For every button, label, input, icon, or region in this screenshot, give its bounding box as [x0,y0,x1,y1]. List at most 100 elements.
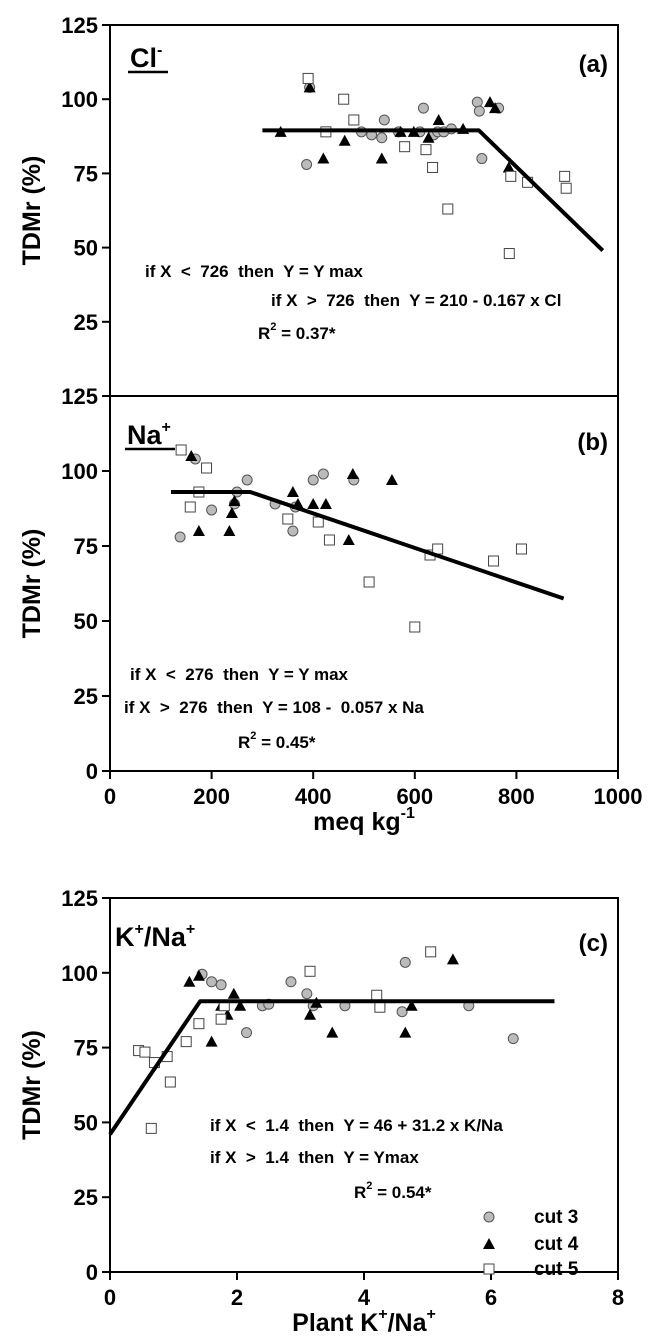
y-tick-label: 25 [74,310,98,335]
data-point-cut5 [505,170,517,182]
x-tick-label: 4 [358,1285,371,1310]
data-point-cut3 [378,114,390,126]
y-tick-label: 50 [74,609,98,634]
fit-line [262,128,605,253]
data-point-cut5 [371,989,383,1001]
data-point-cut5 [425,946,437,958]
data-point-cut5 [515,543,527,555]
legend: cut 3 cut 4 cut 5 [483,1207,579,1280]
data-point-cut4 [192,969,205,981]
data-point-cut5 [503,248,515,260]
data-point-cut3 [473,105,485,117]
r-squared: R2 = 0.37* [258,321,336,343]
legend-label: cut 5 [534,1259,579,1280]
data-point-cut3 [301,988,313,1000]
data-point-cut5 [312,516,324,528]
data-point-cut4 [342,534,355,545]
panel-letter: (c) [579,930,608,957]
fit-line [108,999,555,1136]
plot-frame [109,24,619,397]
r-squared: R2 = 0.54* [354,1180,432,1202]
data-point-cut5 [304,965,316,977]
data-point-cut5 [488,555,500,567]
equation-line: if X > 276 then Y = 108 - 0.057 x Na [124,698,424,717]
x-tick-label: 0 [104,1285,116,1310]
x-tick-label: 1000 [594,784,643,809]
series-cut5 [302,72,572,260]
data-point-cut4 [326,1026,339,1038]
data-point-cut3 [241,1027,253,1039]
x-axis-label: Plant K+/Na+ [292,1306,436,1336]
data-point-cut4 [303,81,316,93]
data-point-cut4 [502,161,515,173]
data-point-cut4 [185,450,198,461]
x-tick-label: 400 [295,784,332,809]
data-point-cut4 [483,96,496,108]
data-point-cut5 [420,144,432,156]
x-axis-label: meq kg-1 [313,805,415,836]
fit-line [170,490,565,601]
series-cut5 [133,946,437,1134]
data-point-cut4 [192,525,205,536]
data-point-cut4 [319,498,332,509]
data-point-cut4 [422,131,435,143]
data-point-cut5 [323,534,335,546]
data-point-cut5 [201,462,213,474]
data-point-cut3 [471,96,483,108]
y-tick-label: 0 [86,1260,98,1285]
panel-letter: (a) [579,51,608,78]
y-tick-label: 75 [74,1036,98,1061]
y-tick-label: 25 [74,1185,98,1210]
data-point-cut4 [205,1035,218,1047]
y-tick-label: 125 [61,886,98,911]
y-tick-label: 0 [86,759,98,784]
equation-line: if X < 276 then Y = Y max [130,665,349,684]
data-point-cut3 [206,976,218,988]
data-point-cut5 [338,93,350,105]
data-point-cut3 [307,474,319,486]
data-point-cut3 [287,525,299,537]
data-point-cut5 [282,513,294,525]
data-point-cut4 [338,134,351,146]
data-point-cut4 [228,495,241,506]
data-point-cut5 [215,1013,227,1025]
panel-a: 125 100 75 50 25 TDMr (%) Cl- (a) if X < 726 the… [18,13,619,397]
equation-line: if X > 726 then Y = 210 - 0.167 x Cl [271,291,561,310]
data-point-cut4 [304,1008,317,1020]
equation-line: if X < 726 then Y = Y max [145,262,364,281]
data-point-cut5 [409,621,421,633]
ion-label: K+/Na+ [115,921,195,952]
data-point-cut5 [193,1018,205,1030]
y-axis-label: TDMr (%) [18,529,46,639]
r-squared: R2 = 0.45* [238,730,316,752]
data-point-cut4 [375,152,388,164]
data-point-cut4 [286,486,299,497]
x-tick-label: 8 [612,1285,624,1310]
data-point-cut5 [139,1046,151,1058]
x-tick-label: 800 [498,784,535,809]
data-point-cut5 [302,72,314,84]
y-tick-label: 75 [74,161,98,186]
data-point-cut5 [427,161,439,173]
data-point-cut3 [417,102,429,114]
data-point-cut4 [234,999,247,1011]
data-point-cut5 [399,141,411,153]
y-tick-label: 25 [74,684,98,709]
data-point-cut4 [223,525,236,536]
legend-label: cut 4 [534,1234,579,1255]
data-point-cut5 [180,1036,192,1048]
y-tick-label: 50 [74,1110,98,1135]
data-point-cut4 [225,507,238,518]
plot-frame [109,395,619,772]
data-point-cut4 [346,468,359,479]
y-tick-label: 100 [61,961,98,986]
equation-line: if X < 1.4 then Y = 46 + 31.2 x K/Na [210,1116,503,1135]
y-axis-label: TDMr (%) [18,156,46,266]
data-point-cut5 [164,1076,176,1088]
ion-label: Cl- [130,42,162,73]
x-tick-label: 600 [396,784,433,809]
data-point-cut4 [385,474,398,485]
data-point-cut4 [183,975,196,987]
data-point-cut5 [442,203,454,215]
data-point-cut5 [175,444,187,456]
